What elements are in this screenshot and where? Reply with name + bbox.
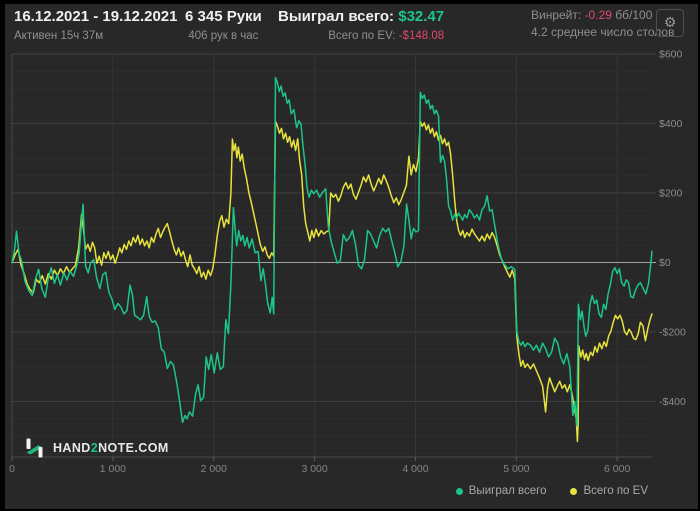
stat-date-range: 16.12.2021 - 19.12.2021 Активен 15ч 37м <box>14 8 177 43</box>
svg-text:0: 0 <box>9 463 15 475</box>
gear-icon: ⚙ <box>663 14 677 30</box>
chart-legend: Выиграл всего Всего по EV <box>455 485 648 497</box>
svg-text:6 000: 6 000 <box>604 463 630 475</box>
svg-text:-$400: -$400 <box>659 396 686 408</box>
date-range: 16.12.2021 - 19.12.2021 <box>14 8 178 25</box>
logo-text-part2: 2 <box>90 441 99 455</box>
legend-dot-won-icon <box>455 487 463 495</box>
svg-text:$200: $200 <box>659 188 683 200</box>
svg-text:4 000: 4 000 <box>402 463 428 475</box>
svg-text:$0: $0 <box>659 257 671 269</box>
logo-text-part1: HAND <box>53 441 91 455</box>
legend-label-ev: Всего по EV <box>583 485 648 497</box>
stat-winrate: Винрейт: -0.29 бб/100 4.2 среднее число … <box>531 8 674 40</box>
avg-tables: 4.2 среднее число столов <box>531 25 675 39</box>
hands-per-hour: 406 рук в час <box>188 29 259 42</box>
legend-item-ev[interactable]: Всего по EV <box>570 485 648 497</box>
stat-winnings: Выиграл всего: $32.47 Всего по EV: -$148… <box>278 8 444 43</box>
logo-text-part3: NOTE.COM <box>98 441 169 455</box>
hand2note-logo: HAND2NOTE.COM <box>24 437 169 459</box>
settings-button[interactable]: ⚙ <box>656 9 684 37</box>
svg-text:$600: $600 <box>659 49 683 61</box>
legend-label-won: Выиграл всего <box>468 485 547 497</box>
svg-text:-$200: -$200 <box>659 327 686 339</box>
winrate-label: Винрейт: <box>531 8 582 22</box>
legend-dot-ev-icon <box>570 487 578 495</box>
active-time: Активен 15ч 37м <box>14 29 104 42</box>
svg-text:2 000: 2 000 <box>201 463 227 475</box>
svg-text:5 000: 5 000 <box>503 463 529 475</box>
winrate-value: -0.29 <box>584 8 612 22</box>
stats-header: 16.12.2021 - 19.12.2021 Активен 15ч 37м … <box>0 0 700 48</box>
hands-total: 6 345 Руки <box>185 8 262 25</box>
won-value: $32.47 <box>398 8 445 25</box>
svg-text:1 000: 1 000 <box>100 463 126 475</box>
winrate-units: бб/100 <box>615 8 653 22</box>
ev-value: -$148.08 <box>398 29 445 42</box>
ev-label: Всего по EV: <box>328 29 396 42</box>
stat-hands: 6 345 Руки 406 рук в час <box>185 8 262 43</box>
svg-text:$400: $400 <box>659 118 683 130</box>
legend-item-won[interactable]: Выиграл всего <box>455 485 547 497</box>
won-label: Выиграл всего: <box>278 8 395 25</box>
hand2note-logo-icon <box>26 438 43 458</box>
svg-text:3 000: 3 000 <box>301 463 327 475</box>
